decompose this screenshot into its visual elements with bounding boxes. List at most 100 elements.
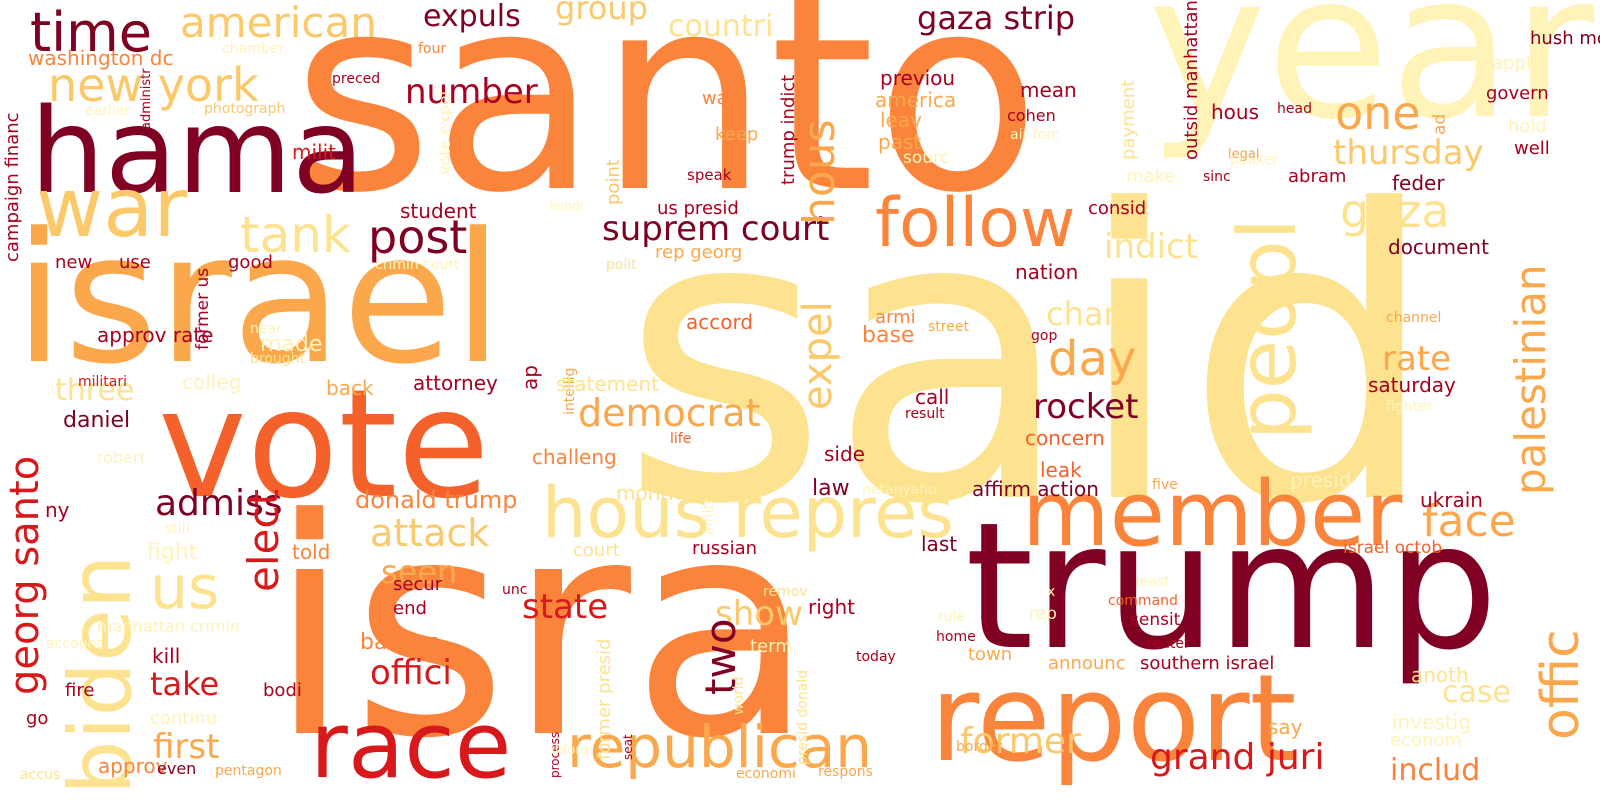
word: call [915, 385, 950, 409]
word: air forc [1010, 127, 1060, 143]
word: command [1108, 593, 1178, 609]
word: former [960, 721, 1081, 762]
word: republican [567, 713, 873, 781]
word: leav [880, 108, 922, 132]
word: affirm action [972, 477, 1099, 501]
word: rep georg [655, 242, 743, 263]
word: polit [606, 257, 637, 273]
word: race [310, 692, 512, 799]
word: term [750, 636, 793, 657]
word: fight [147, 540, 198, 565]
word: law [812, 476, 850, 501]
word: trump indict [778, 74, 799, 185]
word: back [326, 376, 374, 400]
word: x [1047, 584, 1056, 600]
word: attorney [413, 371, 498, 395]
word: challeng [532, 445, 617, 469]
word: fire [65, 680, 95, 701]
word: sourc [903, 148, 949, 168]
word: sensit [1130, 610, 1181, 630]
word: hama [30, 82, 365, 220]
word: peaker [1230, 152, 1279, 168]
word: cohen [1007, 106, 1056, 125]
word: trump [965, 486, 1499, 689]
word: rocket [1033, 387, 1139, 427]
word: accord [686, 310, 754, 334]
word: hold [1508, 116, 1547, 137]
word: us presid [657, 198, 739, 219]
word: five [1152, 477, 1178, 493]
word: near [250, 321, 282, 337]
word: hous repres [542, 472, 954, 554]
word: new york [48, 58, 259, 112]
word: right [808, 595, 855, 619]
word: includ [1390, 753, 1481, 788]
word: last [921, 532, 958, 556]
word: side [824, 442, 865, 466]
word: seat [621, 734, 635, 760]
word: post [368, 210, 468, 264]
word: accus [20, 767, 61, 783]
word: street [928, 319, 969, 335]
word: case [1442, 675, 1511, 710]
word: still [165, 521, 190, 537]
word: sinc [1203, 169, 1231, 185]
word: israel octob [1343, 538, 1443, 558]
word: year [1148, 0, 1595, 164]
word: world [731, 676, 747, 715]
word: admiss [155, 483, 283, 524]
word: today [856, 649, 896, 665]
word: announc [1048, 653, 1126, 674]
word: ap [518, 365, 542, 390]
word: peopl [1221, 218, 1314, 440]
word: consid [1088, 198, 1147, 219]
word: good [228, 252, 273, 273]
word: vote [158, 358, 490, 532]
word: hous [1211, 100, 1260, 124]
word: vote expel [435, 91, 454, 175]
word: fighter [1386, 399, 1433, 415]
word: expel [795, 301, 841, 410]
word: anoth [1411, 663, 1469, 687]
word: crimin court [375, 257, 460, 273]
word: state [522, 587, 609, 627]
word: say [1268, 715, 1303, 739]
word: outsid manhattan [1181, 0, 1202, 160]
word: expuls [423, 0, 521, 34]
word: leak [1040, 458, 1082, 482]
word: day [1048, 331, 1137, 387]
word: suprem court [602, 209, 830, 249]
word: feder [1392, 171, 1445, 195]
word: border [956, 739, 1003, 755]
word: saturday [1368, 373, 1456, 397]
word: attack [370, 511, 490, 555]
word: four [418, 41, 447, 57]
word: hush money [1530, 28, 1600, 49]
word: presid donald [795, 669, 811, 765]
word: rule [938, 609, 966, 625]
word: bodi [263, 680, 302, 701]
word: want [702, 88, 747, 109]
word: use [119, 252, 151, 273]
word: photograph [204, 101, 286, 117]
word: investig [1392, 710, 1471, 734]
word: georg santo [2, 455, 48, 695]
word: indict [1104, 227, 1199, 267]
word: washington dc [28, 46, 174, 70]
word: number [405, 72, 538, 112]
word: head [1277, 101, 1312, 117]
word: report [930, 650, 1297, 789]
word: secur [393, 574, 443, 595]
word: time [30, 1, 153, 64]
word: month [616, 481, 681, 505]
word: campaign financ [2, 112, 23, 262]
word: balloon [360, 630, 441, 655]
word: tank [240, 206, 351, 264]
word: democrat [578, 391, 761, 435]
word: economi [736, 766, 796, 782]
word: concern [1025, 426, 1105, 450]
word: seen [381, 553, 458, 591]
word: court [573, 540, 620, 561]
word: robert [97, 448, 146, 467]
